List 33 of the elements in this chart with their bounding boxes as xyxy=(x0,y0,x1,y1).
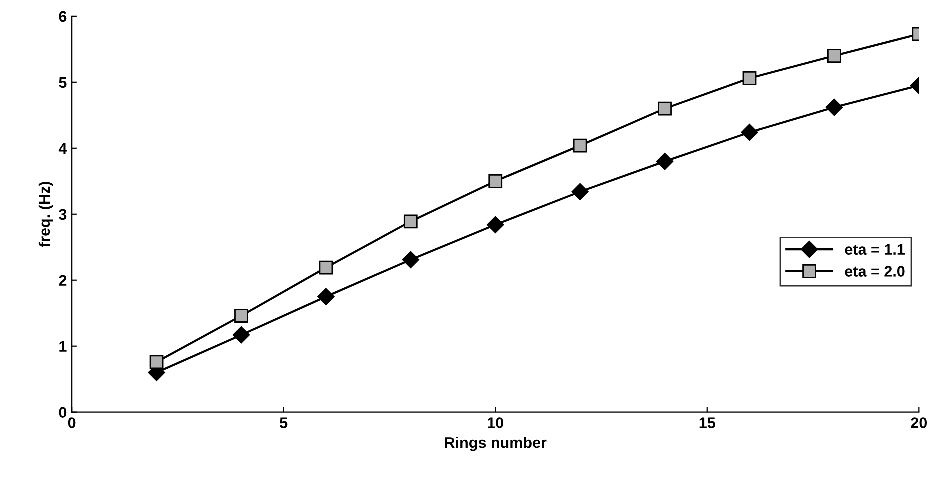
x-tick-label: 10 xyxy=(488,418,504,428)
point xyxy=(572,183,589,201)
y-tick-label: 5 xyxy=(59,77,67,88)
point xyxy=(741,124,758,142)
point xyxy=(234,309,248,323)
point xyxy=(742,72,757,86)
point xyxy=(658,102,672,116)
x-tick-label: 20 xyxy=(911,418,928,428)
x-tick-label: 0 xyxy=(68,418,76,428)
point xyxy=(404,214,418,229)
x-tick-label: 15 xyxy=(700,418,716,428)
y-tick-label: 0 xyxy=(59,407,67,418)
point xyxy=(488,174,503,188)
y-axis-title: freq. (Hz) xyxy=(38,182,54,248)
point xyxy=(656,153,674,170)
point xyxy=(232,326,250,344)
y-tick-label: 1 xyxy=(60,341,67,352)
point xyxy=(828,49,842,63)
x-tick-label: 5 xyxy=(280,418,288,428)
x-axis-title: Rings number xyxy=(445,437,547,452)
point xyxy=(487,216,504,234)
y-tick-label: 6 xyxy=(59,11,67,22)
legend-label: eta = 2.0 xyxy=(845,266,905,277)
point xyxy=(318,288,335,306)
y-tick-label: 2 xyxy=(59,275,67,286)
y-tick-label: 4 xyxy=(58,143,68,154)
point xyxy=(319,260,334,275)
point xyxy=(573,138,588,153)
point xyxy=(402,251,420,268)
point xyxy=(150,355,164,370)
legend-label: eta = 1.1 xyxy=(845,244,905,256)
y-tick-label: 3 xyxy=(59,209,67,220)
point xyxy=(826,98,843,116)
